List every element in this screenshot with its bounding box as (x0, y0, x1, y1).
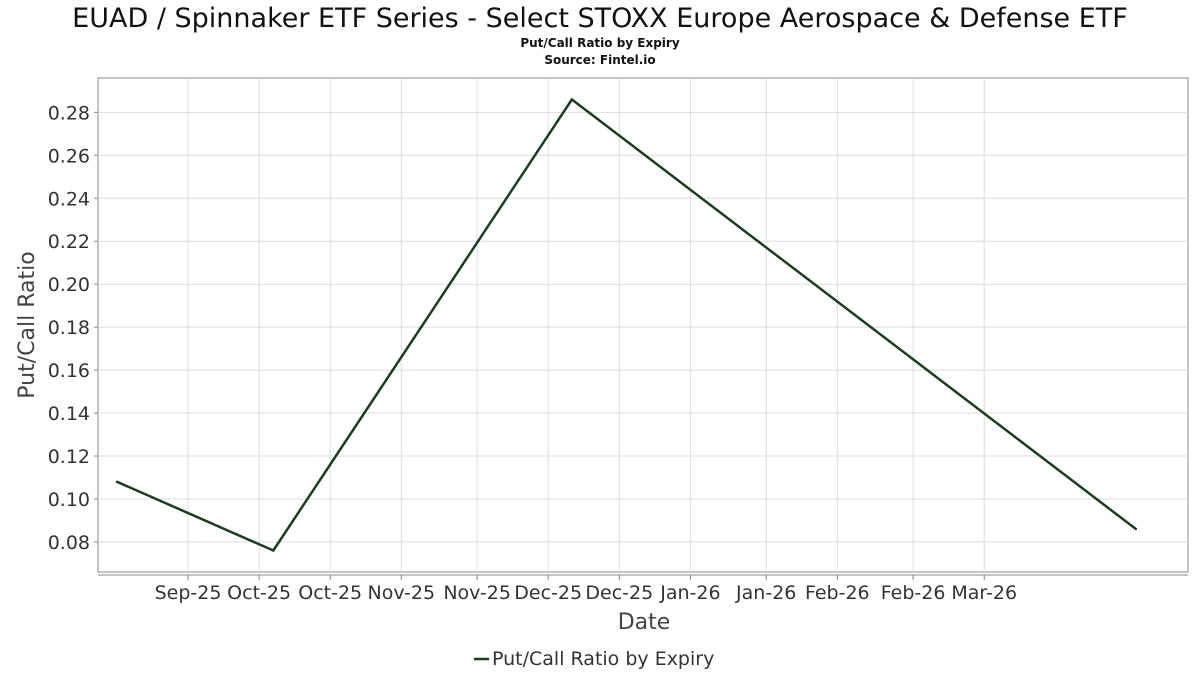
x-tick-label: Feb-26 (805, 582, 870, 604)
grid-layer (98, 78, 1188, 572)
x-tick-label: Nov-25 (443, 582, 511, 604)
chart-source: Source: Fintel.io (544, 53, 655, 67)
x-tick-label: Nov-25 (367, 582, 435, 604)
y-tick-label: 0.14 (48, 403, 90, 425)
x-tick-label: Feb-26 (881, 582, 946, 604)
data-point (115, 480, 119, 483)
x-tick-label: Jan-26 (659, 582, 720, 604)
y-tick-label: 0.18 (48, 317, 90, 339)
y-tick-label: 0.20 (48, 274, 90, 296)
x-tick-label: Sep-25 (155, 582, 222, 604)
x-tick-label: Dec-25 (514, 582, 582, 604)
y-axis-ticks: 0.08 0.10 0.12 0.14 0.16 0.18 0.20 0.22 0.24 0.26… (48, 102, 98, 554)
series-layer (115, 98, 1138, 552)
x-axis-label: Date (618, 610, 671, 635)
series-line (116, 98, 1137, 552)
y-tick-label: 0.24 (48, 188, 90, 210)
x-tick-label: Dec-25 (585, 582, 653, 604)
y-tick-label: 0.08 (48, 532, 90, 554)
data-point (272, 549, 275, 552)
x-tick-label: Oct-25 (298, 582, 362, 604)
data-point (570, 98, 574, 101)
chart-subtitle: Put/Call Ratio by Expiry (520, 36, 680, 50)
x-tick-label: Oct-25 (227, 582, 291, 604)
data-point (1134, 527, 1138, 531)
y-tick-label: 0.10 (48, 489, 90, 511)
chart-title: EUAD / Spinnaker ETF Series - Select STO… (72, 3, 1128, 34)
legend: Put/Call Ratio by Expiry (474, 648, 714, 670)
y-tick-label: 0.16 (48, 360, 90, 382)
x-axis-ticks: Sep-25 Oct-25 Oct-25 Nov-25 Nov-25 Dec-25 Dec-… (155, 575, 1017, 604)
plot-area (97, 77, 1189, 573)
y-tick-label: 0.26 (48, 145, 90, 167)
y-tick-label: 0.28 (48, 102, 90, 124)
x-tick-label: Mar-26 (951, 582, 1017, 604)
y-axis-label: Put/Call Ratio (15, 251, 40, 398)
legend-label: Put/Call Ratio by Expiry (492, 648, 714, 670)
y-tick-label: 0.12 (48, 446, 90, 468)
x-tick-label: Jan-26 (735, 582, 796, 604)
y-tick-label: 0.22 (48, 231, 90, 253)
